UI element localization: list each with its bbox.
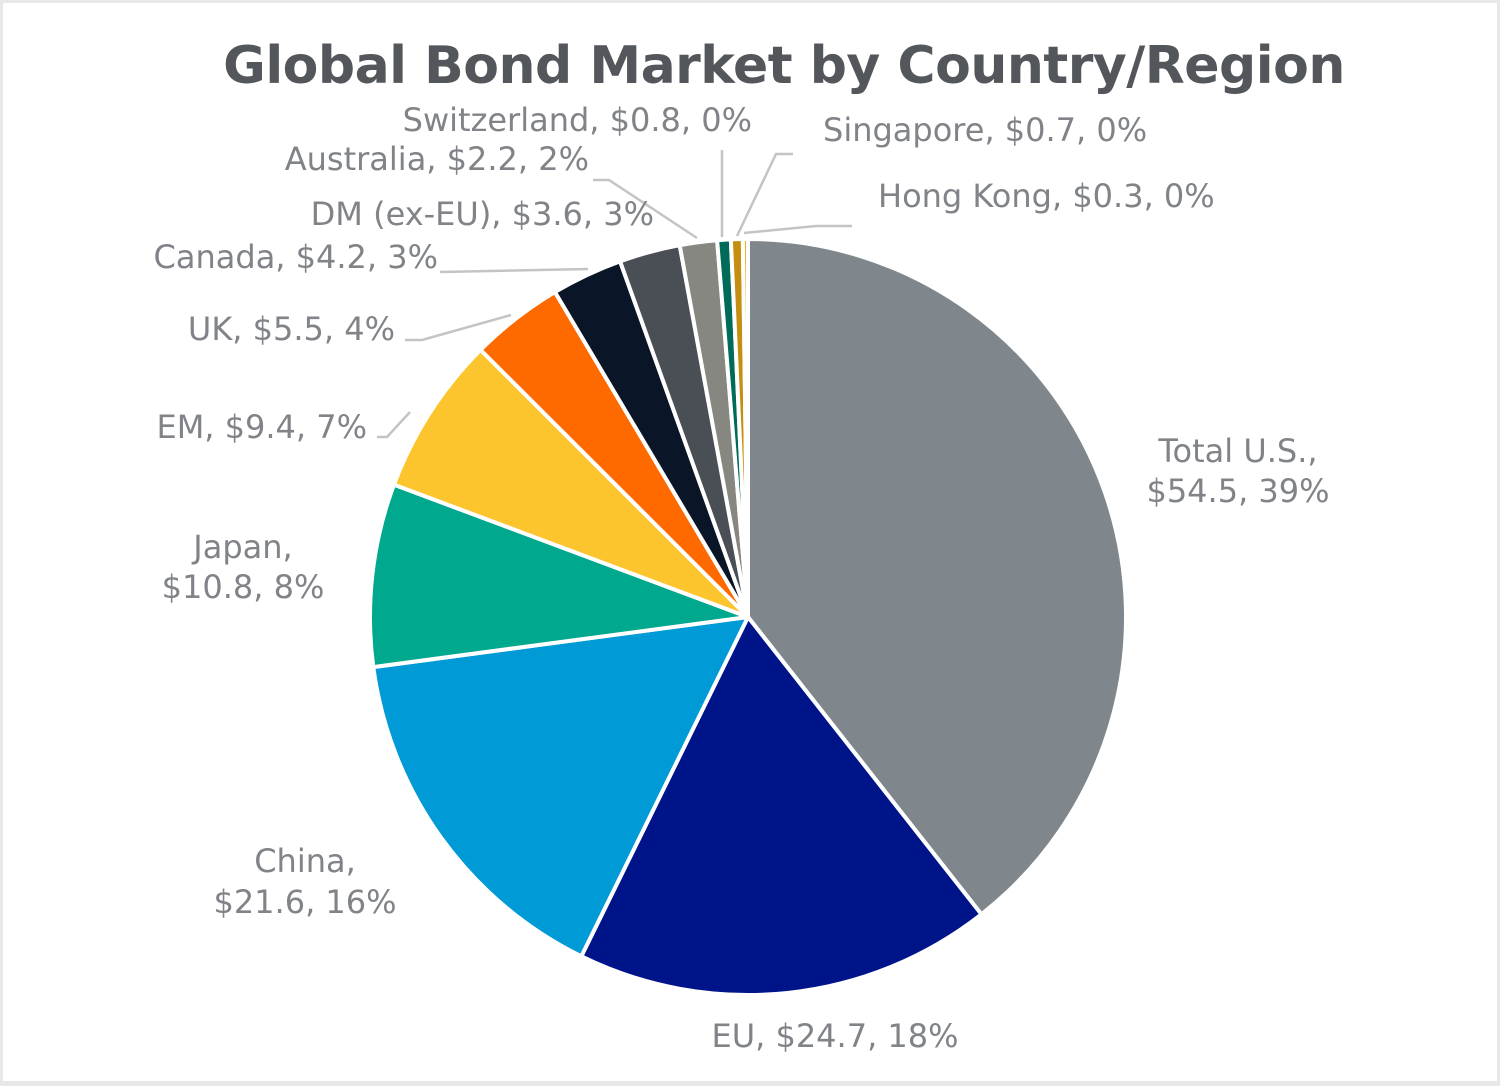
data-label-hong-kong: Hong Kong, $0.3, 0%: [878, 177, 1215, 215]
pie-slices: [368, 237, 1128, 998]
leader-line-hong-kong: [743, 224, 852, 235]
leader-line-uk: [405, 313, 512, 342]
leader-line-australia: [593, 178, 698, 240]
data-labels: Total U.S., $54.5, 39% EU, $24.7, 18% China…: [154, 101, 1330, 1055]
data-label-switzerland: Switzerland, $0.8, 0%: [403, 101, 752, 139]
data-label-uk: UK, $5.5, 4%: [188, 310, 395, 348]
chart-title: Global Bond Market by Country/Region: [223, 36, 1345, 96]
pie-slice-china: [371, 615, 750, 959]
data-label-canada: Canada, $4.2, 3%: [154, 238, 438, 276]
data-label-singapore: Singapore, $0.7, 0%: [823, 111, 1147, 149]
leader-line-em: [377, 411, 411, 439]
pie-slice-hong-kong: [740, 237, 750, 619]
data-label-australia: Australia, $2.2, 2%: [285, 140, 589, 178]
leader-lines: [377, 150, 852, 439]
data-label-china: China, $21.6, 16%: [213, 842, 396, 921]
pie-slice-em: [391, 347, 750, 619]
data-label-japan: Japan, $10.8, 8%: [162, 528, 325, 606]
data-label-total-u-s: Total U.S., $54.5, 39%: [1146, 432, 1329, 510]
data-label-em: EM, $9.4, 7%: [156, 408, 367, 446]
pie-slice-japan: [368, 482, 750, 670]
data-label-dm-ex-eu: DM (ex-EU), $3.6, 3%: [311, 195, 654, 233]
leader-line-singapore: [735, 152, 793, 237]
leader-line-canada: [439, 267, 589, 274]
pie-slice-total-u-s: [746, 237, 1128, 917]
pie-slice-eu: [579, 615, 984, 998]
data-label-eu: EU, $24.7, 18%: [711, 1017, 958, 1055]
